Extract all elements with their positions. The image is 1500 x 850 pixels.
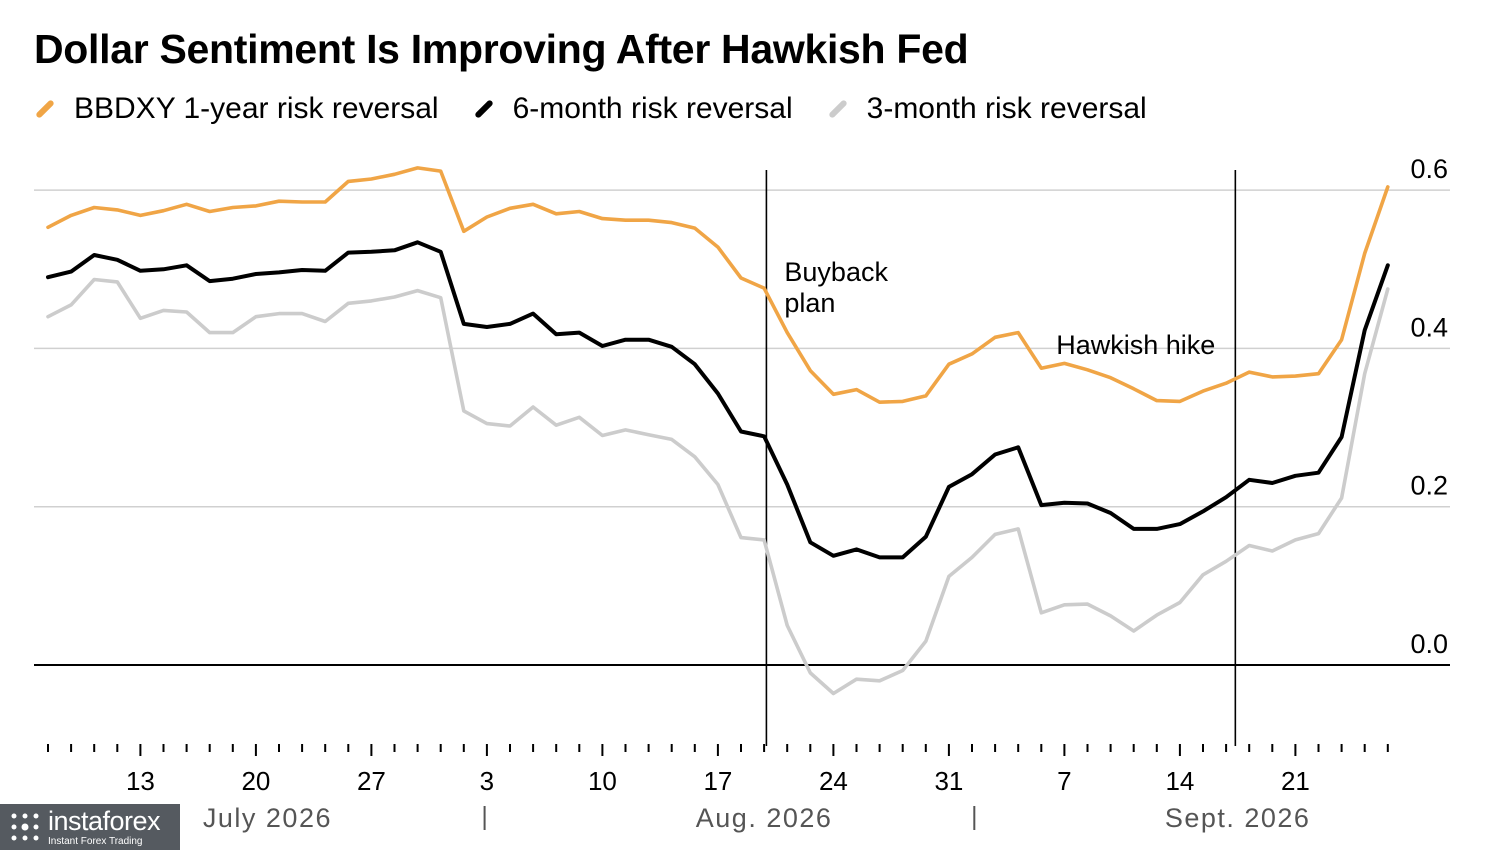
instaforex-logo-icon — [11, 813, 39, 841]
annotation-buyback-plan: Buyback — [784, 257, 888, 287]
x-tick-label: 17 — [703, 766, 732, 796]
y-tick-label: 0.6 — [1410, 154, 1448, 184]
legend-label-3month: 3-month risk reversal — [866, 92, 1147, 125]
y-tick-label: 0.2 — [1410, 471, 1448, 501]
month-label: Aug. 2026 — [696, 803, 833, 833]
x-tick-label: 27 — [357, 766, 386, 796]
legend: BBDXY 1-year risk reversal 6-month risk … — [34, 92, 1181, 126]
y-axis-labels: 0.6 0.4 0.2 0.0 — [1410, 154, 1448, 659]
x-tick-label: 7 — [1057, 766, 1071, 796]
month-label: Sept. 2026 — [1165, 803, 1311, 833]
x-tick-label: 31 — [934, 766, 963, 796]
instaforex-watermark: instaforex Instant Forex Trading — [0, 804, 180, 850]
legend-label-1year: BBDXY 1-year risk reversal — [74, 92, 439, 125]
x-tick-label: 13 — [126, 766, 155, 796]
watermark-tagline: Instant Forex Trading — [48, 835, 143, 847]
grid-lines — [34, 189, 1450, 666]
series-line-1year — [46, 166, 1390, 405]
x-axis: 13 20 27 3 10 17 24 31 7 14 21 July 2026 Aug. 2026 Se… — [47, 744, 1389, 833]
legend-item-6month: 6-month risk reversal — [473, 92, 793, 126]
series-line-3month — [46, 277, 1390, 696]
y-tick-label: 0.4 — [1410, 312, 1448, 342]
series-lines — [46, 166, 1390, 696]
annotation-hawkish-hike: Hawkish hike — [1056, 330, 1215, 360]
month-label: July 2026 — [203, 803, 332, 833]
annotation-buyback-plan: plan — [784, 288, 835, 318]
x-tick-label: 14 — [1165, 766, 1194, 796]
y-tick-label: 0.0 — [1410, 629, 1448, 659]
legend-item-3month: 3-month risk reversal — [827, 92, 1147, 126]
chart-title: Dollar Sentiment Is Improving After Hawk… — [34, 26, 969, 72]
legend-item-1year: BBDXY 1-year risk reversal — [34, 92, 439, 126]
series-line-6month — [46, 240, 1390, 560]
x-tick-label: 3 — [480, 766, 494, 796]
watermark-name: instaforex — [48, 805, 161, 836]
x-tick-label: 24 — [819, 766, 848, 796]
legend-label-6month: 6-month risk reversal — [512, 92, 793, 125]
x-tick-label: 21 — [1281, 766, 1310, 796]
event-markers — [765, 170, 1237, 746]
x-tick-label: 20 — [241, 766, 270, 796]
x-tick-label: 10 — [588, 766, 617, 796]
